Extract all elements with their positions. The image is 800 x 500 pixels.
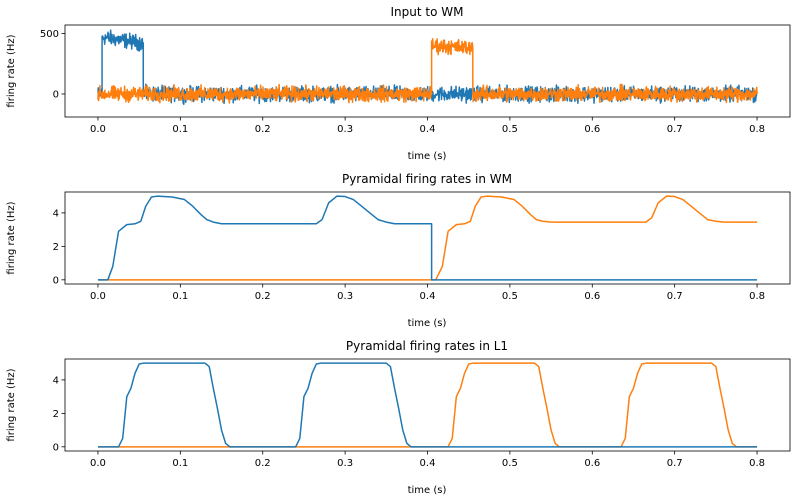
axes-frame bbox=[64, 358, 791, 452]
x-axis-label: time (s) bbox=[408, 318, 447, 329]
x-tick-label: 0.6 bbox=[584, 458, 600, 469]
y-tick-label: 500 bbox=[40, 29, 59, 40]
x-tick-label: 0.7 bbox=[667, 458, 683, 469]
plot-area bbox=[97, 195, 758, 281]
y-tick-label: 0 bbox=[53, 275, 59, 286]
x-tick-label: 0.3 bbox=[337, 124, 353, 135]
series-line-2 bbox=[97, 38, 758, 104]
x-tick-label: 0.4 bbox=[420, 124, 436, 135]
x-tick-label: 0.0 bbox=[90, 291, 106, 302]
x-tick-label: 0.7 bbox=[667, 124, 683, 135]
y-tick-label: 4 bbox=[53, 208, 59, 219]
y-tick-label: 2 bbox=[53, 242, 59, 253]
y-axis-label: firing rate (Hz) bbox=[6, 201, 17, 274]
x-tick-label: 0.2 bbox=[255, 458, 271, 469]
y-axis-label: firing rate (Hz) bbox=[6, 34, 17, 107]
y-tick-label: 4 bbox=[53, 375, 59, 386]
panel-pyramidal-wm: Pyramidal firing rates in WM time (s) fi… bbox=[6, 172, 791, 329]
series-line-1 bbox=[97, 195, 758, 281]
x-tick-label: 0.4 bbox=[420, 458, 436, 469]
x-tick-label: 0.0 bbox=[90, 124, 106, 135]
y-tick-label: 0 bbox=[53, 90, 59, 101]
x-axis-label: time (s) bbox=[408, 151, 447, 162]
x-tick-label: 0.8 bbox=[749, 124, 765, 135]
plot-area bbox=[97, 29, 758, 106]
x-tick-label: 0.1 bbox=[172, 124, 188, 135]
plot-area bbox=[97, 362, 758, 448]
x-tick-label: 0.4 bbox=[420, 291, 436, 302]
series-line-2 bbox=[97, 195, 758, 281]
panel-pyramidal-l1: Pyramidal firing rates in L1 time (s) fi… bbox=[6, 339, 791, 496]
x-tick-label: 0.8 bbox=[749, 458, 765, 469]
x-tick-label: 0.7 bbox=[667, 291, 683, 302]
x-tick-label: 0.5 bbox=[502, 124, 518, 135]
chart-title: Pyramidal firing rates in WM bbox=[342, 172, 512, 186]
x-tick-label: 0.1 bbox=[172, 458, 188, 469]
x-tick-label: 0.1 bbox=[172, 291, 188, 302]
x-tick-label: 0.3 bbox=[337, 291, 353, 302]
x-axis-label: time (s) bbox=[408, 485, 447, 496]
panel-input-to-wm: Input to WM time (s) firing rate (Hz) 0.… bbox=[6, 5, 791, 162]
axes-frame bbox=[64, 24, 791, 118]
x-tick-label: 0.6 bbox=[584, 291, 600, 302]
x-tick-label: 0.2 bbox=[255, 291, 271, 302]
x-tick-label: 0.2 bbox=[255, 124, 271, 135]
series-line-2 bbox=[97, 362, 758, 448]
x-tick-label: 0.5 bbox=[502, 291, 518, 302]
x-tick-label: 0.5 bbox=[502, 458, 518, 469]
chart-title: Pyramidal firing rates in L1 bbox=[346, 339, 508, 353]
y-tick-label: 2 bbox=[53, 409, 59, 420]
axes-frame bbox=[64, 191, 791, 285]
series-line-1 bbox=[97, 362, 758, 448]
x-tick-label: 0.6 bbox=[584, 124, 600, 135]
y-axis-label: firing rate (Hz) bbox=[6, 368, 17, 441]
x-tick-label: 0.0 bbox=[90, 458, 106, 469]
x-tick-label: 0.3 bbox=[337, 458, 353, 469]
chart-title: Input to WM bbox=[391, 5, 464, 19]
y-tick-label: 0 bbox=[53, 442, 59, 453]
x-tick-label: 0.8 bbox=[749, 291, 765, 302]
